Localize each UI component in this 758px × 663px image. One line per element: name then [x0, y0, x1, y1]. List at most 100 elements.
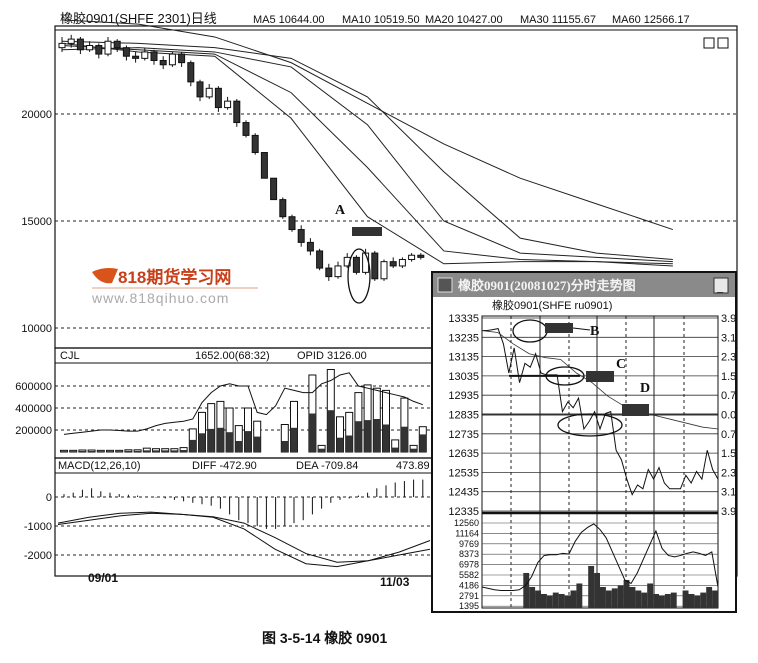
- intraday-volume-tick: 11164: [455, 528, 479, 538]
- intraday-subtitle: 橡胶0901(SHFE ru0901): [492, 298, 612, 312]
- intraday-volume-bar: [546, 595, 553, 608]
- intraday-price-tick: 13235: [448, 332, 479, 344]
- volume-bar-dark: [373, 419, 381, 452]
- volume-value: 1652.00(68:32): [195, 350, 270, 362]
- intraday-volume-tick: 2791: [459, 591, 479, 601]
- intraday-price-tick: 13035: [448, 371, 479, 383]
- candle-body: [251, 134, 259, 154]
- annotation-a-box: [352, 227, 382, 236]
- annotation-ellipse-c: [545, 366, 585, 386]
- intraday-pct-tick: 1.5: [721, 371, 736, 383]
- candlesticks: [58, 34, 425, 281]
- intraday-price-tick: 12435: [448, 487, 479, 499]
- volume-bar-dark: [244, 431, 252, 452]
- intraday-volume-tick: 8373: [459, 549, 479, 559]
- intraday-volume-bar: [570, 590, 577, 608]
- watermark-brand: 818期货学习网: [118, 267, 231, 287]
- intraday-volume-bar: [523, 572, 530, 608]
- volume-bar-dark: [318, 448, 326, 452]
- ma-line-ma60: [61, 19, 674, 231]
- window-app-icon: [437, 277, 453, 293]
- volume-label: CJL: [60, 350, 80, 362]
- macd-dea-value: DEA -709.84: [296, 460, 358, 472]
- intraday-price-tick: 13135: [448, 352, 479, 364]
- watermark-logo: 818期货学习网 www.818qihuo.com: [91, 267, 258, 306]
- candle-body: [214, 87, 222, 109]
- intraday-volume-bar: [653, 593, 659, 608]
- volume-bar-dark: [391, 447, 399, 452]
- ma-legend-item: MA5 10644.00: [253, 14, 325, 26]
- macd-value: 473.89: [396, 460, 430, 472]
- annotation-ellipse: [347, 248, 371, 304]
- intraday-titlebar: [433, 273, 735, 297]
- volume-bar-dark: [364, 420, 372, 452]
- candle-body: [242, 122, 250, 136]
- candle-body: [306, 241, 314, 252]
- volume-bar-dark: [134, 450, 142, 452]
- intraday-volume-bar: [659, 595, 665, 608]
- volume-bar-dark: [336, 437, 344, 452]
- intraday-volume-bar: [529, 586, 536, 608]
- candle-body: [150, 51, 158, 61]
- candle-body: [316, 250, 324, 269]
- candle-body: [389, 261, 397, 267]
- ma-line-ma5: [61, 42, 673, 267]
- volume-bar-dark: [345, 435, 353, 452]
- minimize-label: _: [716, 282, 724, 294]
- intraday-volume-tick: 12560: [454, 518, 479, 528]
- intraday-volume-bar: [541, 593, 547, 608]
- intraday-price-tick: 12535: [448, 467, 479, 479]
- scroll-buttons: [703, 37, 729, 49]
- intraday-volume-bar: [552, 592, 559, 608]
- volume-bar-dark: [327, 410, 335, 452]
- macd-label: MACD(12,26,10): [58, 460, 141, 472]
- scroll-right-button[interactable]: [717, 37, 729, 49]
- candle-body: [95, 45, 103, 55]
- volume-bars: 600000 400000 200000: [15, 369, 432, 453]
- candle-body: [371, 252, 379, 280]
- candle-body: [417, 254, 425, 258]
- macd-diff-line: [57, 511, 431, 568]
- intraday-volume-bar: [664, 593, 671, 608]
- candle-body: [362, 252, 370, 273]
- intraday-volume-bar: [617, 585, 624, 608]
- annotation-d-label: D: [640, 381, 650, 396]
- candle-body: [297, 229, 305, 243]
- candle-body: [159, 60, 167, 66]
- annotation-box-c: [586, 371, 614, 382]
- candle-body: [141, 51, 149, 59]
- intraday-pct-tick: 2.3: [721, 467, 736, 479]
- intraday-volume-bar: [694, 595, 701, 608]
- candle-body: [224, 100, 232, 109]
- candle-body: [168, 53, 176, 66]
- volume-bar-dark: [60, 451, 68, 452]
- intraday-price-tick: 12935: [448, 390, 479, 402]
- volume-bar-dark: [235, 441, 243, 452]
- ma-lines: [61, 19, 674, 267]
- candle-body: [113, 40, 121, 49]
- ma-legend-item: MA30 11155.67: [520, 14, 596, 26]
- candle-body: [67, 38, 75, 44]
- intraday-price-tick: 13335: [448, 313, 479, 325]
- intraday-volume-bar: [623, 579, 630, 608]
- volume-bar-dark: [78, 451, 86, 452]
- candle-body: [178, 53, 186, 64]
- price-tick-label: 10000: [21, 323, 52, 335]
- candle-body: [104, 40, 112, 55]
- ma-line-ma20: [61, 47, 673, 263]
- scroll-left-button[interactable]: [703, 37, 715, 49]
- ma-legend-item: MA10 10519.50: [342, 14, 420, 26]
- candle-body: [325, 267, 333, 278]
- intraday-volume-bar: [712, 590, 718, 608]
- intraday-volume-bar: [635, 590, 642, 608]
- candle-body: [380, 261, 388, 280]
- ma-line-ma30: [61, 40, 673, 261]
- candle-body: [76, 38, 84, 51]
- annotation-a: A: [335, 203, 382, 304]
- minimize-button[interactable]: [713, 277, 729, 294]
- candle-body: [122, 47, 130, 57]
- intraday-chart: 13335 3.9 13235 3.1 13135 2.3 13035 1.5 12935 0.7…: [448, 313, 736, 611]
- volume-bar-dark: [115, 451, 123, 452]
- intraday-volume-bar: [611, 588, 618, 608]
